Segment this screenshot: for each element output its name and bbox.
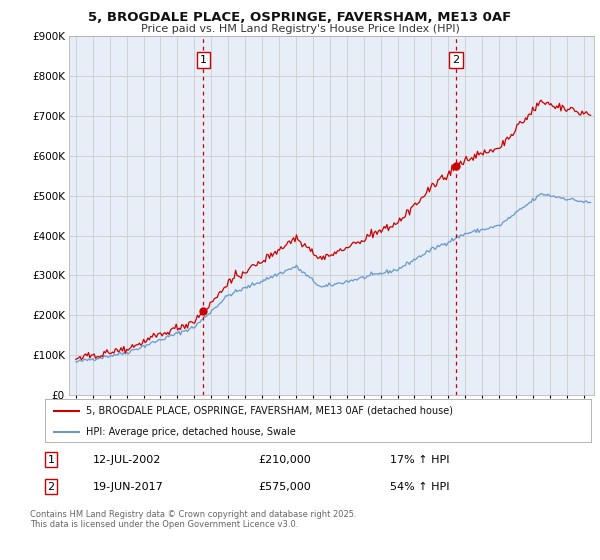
Text: £210,000: £210,000	[258, 455, 311, 465]
Text: 54% ↑ HPI: 54% ↑ HPI	[390, 482, 449, 492]
Text: 17% ↑ HPI: 17% ↑ HPI	[390, 455, 449, 465]
Text: 5, BROGDALE PLACE, OSPRINGE, FAVERSHAM, ME13 0AF (detached house): 5, BROGDALE PLACE, OSPRINGE, FAVERSHAM, …	[86, 406, 453, 416]
Text: £575,000: £575,000	[258, 482, 311, 492]
Text: Contains HM Land Registry data © Crown copyright and database right 2025.
This d: Contains HM Land Registry data © Crown c…	[30, 510, 356, 529]
Text: 19-JUN-2017: 19-JUN-2017	[93, 482, 164, 492]
Text: 1: 1	[47, 455, 55, 465]
Text: 2: 2	[452, 55, 460, 66]
Text: Price paid vs. HM Land Registry's House Price Index (HPI): Price paid vs. HM Land Registry's House …	[140, 24, 460, 34]
Text: 2: 2	[47, 482, 55, 492]
Text: 12-JUL-2002: 12-JUL-2002	[93, 455, 161, 465]
Text: HPI: Average price, detached house, Swale: HPI: Average price, detached house, Swal…	[86, 427, 296, 437]
Text: 1: 1	[200, 55, 207, 66]
Text: 5, BROGDALE PLACE, OSPRINGE, FAVERSHAM, ME13 0AF: 5, BROGDALE PLACE, OSPRINGE, FAVERSHAM, …	[88, 11, 512, 24]
